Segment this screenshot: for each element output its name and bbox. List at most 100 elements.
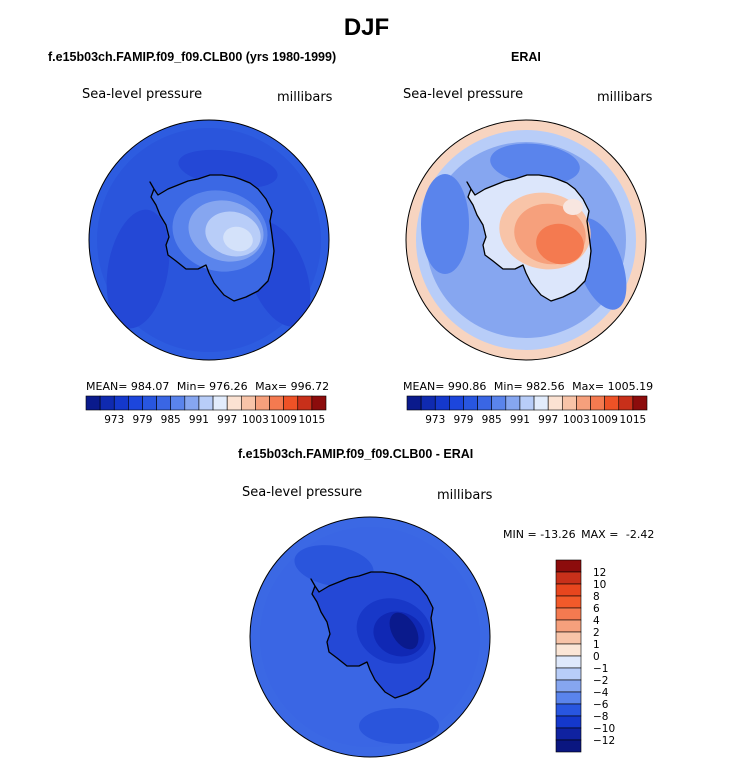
panel2-contour-region <box>563 199 583 215</box>
panel1-mean-label: MEAN= <box>86 380 128 393</box>
panel2-colorbar-box <box>406 395 422 411</box>
panel3-colorbar-tick-label: −6 <box>593 699 609 711</box>
panel2-colorbar-tick-label: 1003 <box>563 414 590 426</box>
panel2-colorbar-box <box>434 395 450 411</box>
main-title: DJF <box>343 14 390 41</box>
panel3-colorbar-box <box>555 691 582 705</box>
panel2-colorbar-box <box>604 395 620 411</box>
panel1-colorbar-box <box>198 395 214 411</box>
panel2-mean-value: 990.86 <box>447 380 487 393</box>
panel2-colorbar-box <box>576 395 591 411</box>
panel2-contour-region <box>536 223 584 265</box>
panel1-colorbar-box <box>212 395 228 411</box>
panel3-colorbar-box <box>555 643 582 657</box>
panel3-stats: MIN = -13.26 MAX = -2.42 <box>503 528 654 541</box>
panel1-colorbar-box <box>283 395 299 411</box>
panel2-max-label: Max= <box>572 380 605 393</box>
panel2-colorbar-tick-label: 991 <box>510 414 530 426</box>
panel3-colorbar-box <box>555 679 582 693</box>
panel1-colorbar-tick-label: 973 <box>104 414 124 426</box>
panel2-colorbar-tick-label: 973 <box>425 414 445 426</box>
panel1-coastline <box>149 174 275 302</box>
panel3-colorbar-box <box>555 667 582 681</box>
panel3-colorbar-box <box>555 583 582 597</box>
panel3-max-label: MAX = <box>581 528 619 541</box>
panel1-colorbar-box <box>142 395 157 411</box>
panel3-colorbar-box <box>555 619 582 633</box>
panel3-colorbar-tick-label: −8 <box>593 711 608 723</box>
panel2-units-label: millibars <box>597 90 653 105</box>
panel1-colorbar-box <box>170 395 186 411</box>
panel1-colorbar-tick-label: 1003 <box>242 414 269 426</box>
panel1-colorbar-box <box>311 395 327 411</box>
panel3-colorbar-tick-label: −12 <box>593 735 615 747</box>
panel1-colorbar-box <box>240 395 256 411</box>
panel3-colorbar-tick-label: 2 <box>593 627 600 639</box>
panel3-coastline <box>310 571 436 699</box>
panel1-colorbar-tick-label: 1015 <box>299 414 326 426</box>
panel2-colorbar-box <box>491 395 507 411</box>
panel2-colorbar: 973 979 985 991 997 1003 1009 1015 <box>406 395 648 426</box>
panel3-colorbar-box <box>555 607 582 621</box>
panel1-colorbar-box <box>226 395 242 411</box>
panel1-colorbar-box <box>99 395 115 411</box>
panel1-colorbar-tick-label: 985 <box>161 414 181 426</box>
panel1-max-value: 996.72 <box>290 380 330 393</box>
panel2-colorbar-box <box>590 395 605 411</box>
panel2-colorbar-tick-label: 997 <box>538 414 558 426</box>
panel3-contour-region <box>389 612 419 650</box>
panel2-colorbar-box <box>449 395 464 411</box>
panel2-coastline <box>466 174 592 302</box>
panel1-units-label: millibars <box>277 90 333 105</box>
panel2-mean-label: MEAN= <box>403 380 445 393</box>
panel1-colorbar: 973 979 985 991 997 1003 1009 1015 <box>85 395 327 426</box>
panel2-map-border <box>405 119 647 361</box>
panel1-contour-region <box>106 209 170 329</box>
panel1-colorbar-tick-label: 997 <box>217 414 237 426</box>
panel1-colorbar-tick-label: 979 <box>132 414 152 426</box>
panel1-colorbar-box <box>128 395 143 411</box>
panel2-colorbar-box <box>519 395 535 411</box>
panel1-contour-region <box>223 226 253 252</box>
panel3-colorbar-box <box>555 595 582 609</box>
panel3-colorbar-box <box>555 655 582 669</box>
panel2-contour-region <box>470 293 560 325</box>
panel3-polar-map <box>249 516 491 758</box>
panel1-colorbar-box <box>255 395 270 411</box>
panel3-min-label: MIN = <box>503 528 537 541</box>
panel2-min-value: 982.56 <box>526 380 565 393</box>
panel1-title: f.e15b03ch.FAMIP.f09_f09.CLB00 (yrs 1980… <box>48 50 337 64</box>
panel3-colorbar-tick-label: 8 <box>593 591 600 603</box>
panel3-colorbar-tick-label: −1 <box>593 663 608 675</box>
panel2-colorbar-box <box>463 395 478 411</box>
panel1-min-value: 976.26 <box>209 380 248 393</box>
panel3-max-value: -2.42 <box>625 528 655 541</box>
panel1-max-label: Max= <box>255 380 288 393</box>
panel3-min-value: -13.26 <box>540 528 576 541</box>
panel1-stats: MEAN= 984.07 Min= 976.26 Max= 996.72 <box>86 380 329 393</box>
panel2-colorbar-box <box>632 395 648 411</box>
panel2-contour-region <box>421 174 469 274</box>
panel1-min-label: Min= <box>176 380 206 393</box>
panel3-colorbar-tick-label: −10 <box>593 723 615 735</box>
panel2-colorbar-tick-label: 979 <box>453 414 473 426</box>
panel3-colorbar-tick-label: −2 <box>593 675 608 687</box>
panel1-mean-value: 984.07 <box>130 380 170 393</box>
panel2-colorbar-tick-label: 1015 <box>620 414 647 426</box>
panel2-title: ERAI <box>511 50 541 64</box>
panel1-colorbar-box <box>269 395 284 411</box>
panel3-colorbar-box <box>555 739 582 753</box>
panel3-colorbar-tick-label: 0 <box>593 651 600 663</box>
panel3-colorbar-tick-label: 6 <box>593 603 600 615</box>
panel2-polar-map <box>405 119 647 361</box>
panel1-variable-label: Sea-level pressure <box>82 87 203 102</box>
panel1-polar-map <box>88 119 330 361</box>
panel3-colorbar-box <box>555 571 582 585</box>
panel3-title: f.e15b03ch.FAMIP.f09_f09.CLB00 - ERAI <box>238 447 474 461</box>
panel1-colorbar-box <box>156 395 172 411</box>
panel1-colorbar-box <box>184 395 200 411</box>
panel1-colorbar-tick-label: 1009 <box>270 414 297 426</box>
panel2-max-value: 1005.19 <box>607 380 654 393</box>
panel2-colorbar-box <box>505 395 521 411</box>
